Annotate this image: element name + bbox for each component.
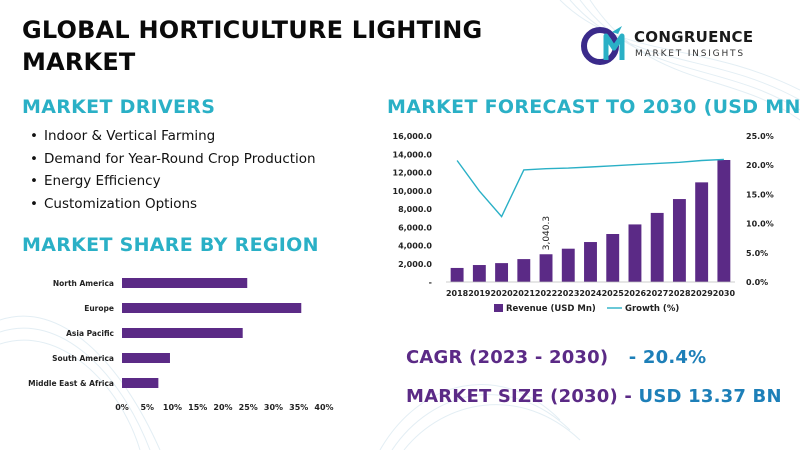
- revenue-bar: [606, 234, 620, 282]
- left-y-tick-label: 10,000.0: [393, 187, 433, 196]
- right-y-tick-label: 5.0%: [746, 249, 768, 258]
- growth-line: [456, 158, 724, 218]
- left-y-tick-label: 6,000.0: [398, 223, 432, 232]
- legend-revenue-swatch: [494, 304, 503, 312]
- logo-mark-icon: [581, 26, 625, 65]
- legend-growth-label: Growth (%): [625, 304, 679, 314]
- region-category-label: Europe: [84, 304, 114, 313]
- left-y-tick-label: 14,000.0: [393, 150, 433, 159]
- forecast-x-tick-label: 2029: [691, 289, 714, 298]
- revenue-bar: [517, 259, 531, 282]
- driver-item: Customization Options: [30, 193, 316, 216]
- driver-item: Energy Efficiency: [30, 170, 316, 193]
- revenue-bar: [650, 212, 664, 282]
- region-heading: MARKET SHARE BY REGION: [22, 234, 319, 256]
- region-x-tick-label: 15%: [188, 403, 207, 412]
- revenue-bar: [584, 242, 597, 282]
- region-category-label: South America: [52, 354, 114, 363]
- region-category-label: Asia Pacific: [66, 329, 114, 338]
- forecast-x-tick-label: 2020: [490, 289, 513, 298]
- right-y-tick-label: 0.0%: [746, 278, 768, 287]
- region-bar: [122, 328, 243, 338]
- forecast-x-tick-label: 2030: [713, 289, 736, 298]
- region-bar: [122, 278, 248, 288]
- region-category-label: Middle East & Africa: [28, 379, 114, 388]
- left-y-tick-label: 2,000.0: [398, 260, 432, 269]
- region-x-tick-label: 0%: [115, 403, 129, 412]
- forecast-x-tick-label: 2024: [579, 289, 602, 298]
- left-y-tick-label: 16,000.0: [393, 132, 433, 141]
- drivers-heading: MARKET DRIVERS: [22, 96, 216, 118]
- forecast-x-tick-label: 2026: [624, 289, 647, 298]
- right-y-tick-label: 20.0%: [746, 161, 774, 170]
- revenue-bar: [495, 263, 509, 282]
- revenue-bar: [450, 267, 464, 282]
- right-y-tick-label: 25.0%: [746, 132, 774, 141]
- revenue-bar: [695, 182, 709, 282]
- forecast-x-tick-label: 2028: [668, 289, 691, 298]
- market-size-value: USD 13.37 BN: [638, 386, 782, 407]
- bar-data-label: 3,040.3: [542, 216, 552, 250]
- brand-logo: CONGRUENCE MARKET INSIGHTS: [578, 22, 788, 68]
- region-x-tick-label: 25%: [239, 403, 258, 412]
- region-x-tick-label: 5%: [140, 403, 154, 412]
- region-x-tick-label: 30%: [264, 403, 283, 412]
- revenue-bar: [539, 254, 553, 282]
- left-y-tick-label: -: [429, 278, 432, 287]
- market-size-stat: MARKET SIZE (2030) - USD 13.37 BN: [406, 386, 782, 407]
- forecast-chart: - 2,000.0 4,000.0 6,000.0 8,000.0 10,000.0 12,…: [393, 132, 774, 314]
- drivers-list: Indoor & Vertical Farming Demand for Yea…: [30, 125, 316, 215]
- forecast-x-tick-label: 2018: [446, 289, 469, 298]
- region-category-label: North America: [53, 279, 114, 288]
- region-bar: [122, 303, 302, 313]
- forecast-x-tick-label: 2025: [602, 289, 625, 298]
- left-y-tick-label: 12,000.0: [393, 169, 433, 178]
- driver-item: Demand for Year-Round Crop Production: [30, 148, 316, 171]
- revenue-bar: [672, 199, 686, 282]
- left-y-tick-label: 8,000.0: [398, 205, 432, 214]
- cagr-label: CAGR (2023 - 2030): [406, 347, 609, 368]
- region-bar: [122, 353, 170, 363]
- revenue-bar: [472, 265, 486, 282]
- cagr-stat: CAGR (2023 - 2030) - 20.4%: [406, 347, 706, 368]
- page-title: GLOBAL HORTICULTURE LIGHTING MARKET: [22, 16, 483, 76]
- right-y-tick-label: 10.0%: [746, 220, 774, 229]
- forecast-x-tick-label: 2021: [513, 289, 536, 298]
- forecast-x-tick-label: 2019: [468, 289, 491, 298]
- market-size-label: MARKET SIZE (2030) -: [406, 386, 633, 407]
- forecast-x-tick-label: 2027: [646, 289, 668, 298]
- right-y-tick-label: 15.0%: [746, 190, 774, 199]
- region-share-chart: North America Europe Asia Pacific South Ame…: [28, 278, 334, 412]
- forecast-x-tick-label: 2023: [557, 289, 579, 298]
- revenue-bar: [717, 159, 731, 282]
- legend-revenue-label: Revenue (USD Mn): [506, 304, 596, 314]
- forecast-heading: MARKET FORECAST TO 2030 (USD MN): [387, 96, 800, 118]
- region-x-tick-label: 40%: [314, 403, 333, 412]
- driver-item: Indoor & Vertical Farming: [30, 125, 316, 148]
- region-x-tick-label: 20%: [213, 403, 232, 412]
- left-y-tick-label: 4,000.0: [398, 242, 432, 251]
- forecast-x-tick-label: 2022: [535, 289, 557, 298]
- logo-subtitle: MARKET INSIGHTS: [635, 49, 745, 59]
- region-bar: [122, 378, 159, 388]
- revenue-bar: [561, 248, 575, 282]
- region-x-tick-label: 10%: [163, 403, 182, 412]
- cagr-value: - 20.4%: [628, 347, 707, 368]
- region-x-tick-label: 35%: [289, 403, 308, 412]
- logo-name: CONGRUENCE: [634, 28, 754, 46]
- revenue-bar: [628, 224, 642, 282]
